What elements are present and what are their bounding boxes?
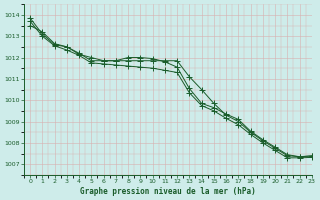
X-axis label: Graphe pression niveau de la mer (hPa): Graphe pression niveau de la mer (hPa) (80, 187, 256, 196)
